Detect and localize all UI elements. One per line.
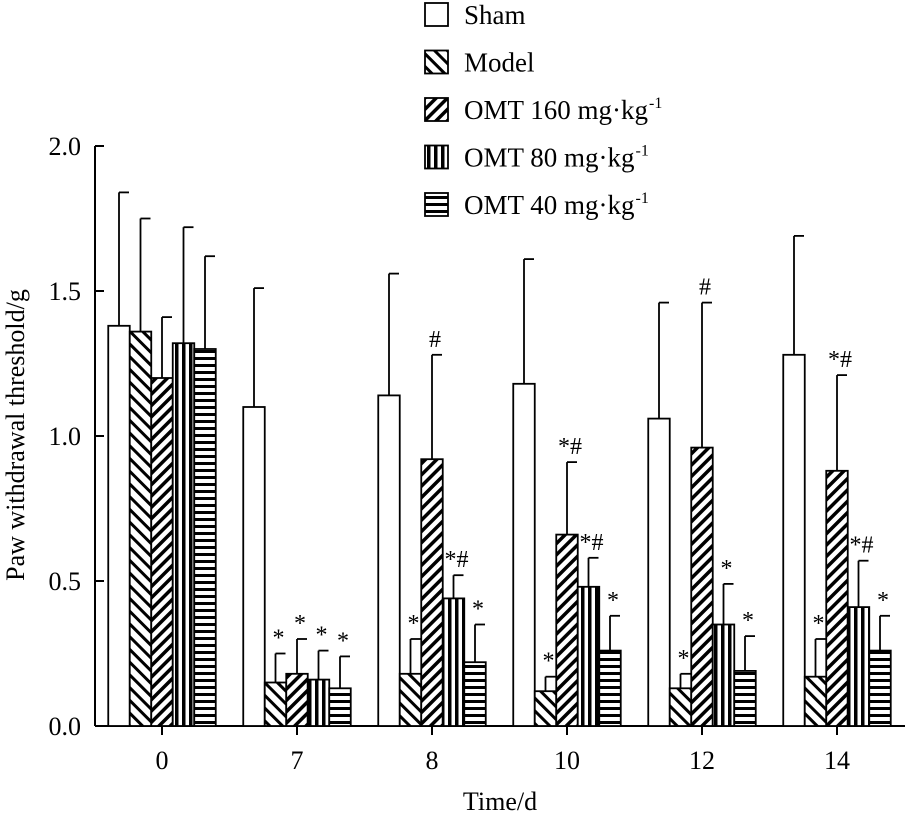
significance-label: * xyxy=(742,608,754,634)
bar xyxy=(263,681,288,727)
bar xyxy=(441,597,466,727)
bar xyxy=(306,678,331,727)
bar xyxy=(576,585,601,727)
bar xyxy=(690,446,714,727)
y-tick-label: 1.0 xyxy=(49,422,82,451)
significance-label: * xyxy=(877,588,889,614)
legend-swatch xyxy=(424,144,449,170)
bar xyxy=(128,330,153,727)
significance-label: * xyxy=(337,628,349,654)
bar xyxy=(782,353,806,727)
legend-label: OMT 160 mg·kg-1 xyxy=(464,95,662,125)
significance-label: * xyxy=(607,588,619,614)
y-tick-label: 1.5 xyxy=(49,277,82,306)
bar xyxy=(242,406,266,727)
y-tick-label: 0.5 xyxy=(49,567,82,596)
bar xyxy=(150,377,174,727)
legend-unit-superscript: -1 xyxy=(649,95,662,112)
significance-label: * xyxy=(472,597,484,623)
bar xyxy=(733,670,757,727)
significance-label: # xyxy=(429,327,441,353)
bar xyxy=(107,324,131,727)
legend-label: Sham xyxy=(464,0,526,30)
x-tick-label: 10 xyxy=(554,746,580,775)
bar xyxy=(171,342,196,727)
significance-label: *# xyxy=(850,533,874,559)
legend-label: OMT 80 mg·kg-1 xyxy=(464,143,649,173)
bar xyxy=(846,606,871,727)
significance-label: # xyxy=(699,275,711,301)
bar xyxy=(328,687,352,727)
y-tick-label: 2.0 xyxy=(49,132,82,161)
bar xyxy=(647,417,671,727)
bar xyxy=(803,675,828,727)
significance-label: * xyxy=(316,623,328,649)
bar xyxy=(285,672,309,727)
legend-swatch xyxy=(424,49,449,75)
legend-swatch xyxy=(424,2,449,27)
significance-label: *# xyxy=(828,347,852,373)
bar xyxy=(398,672,423,727)
significance-label: *# xyxy=(558,434,582,460)
significance-label: * xyxy=(273,626,285,652)
significance-label: *# xyxy=(445,547,469,573)
significance-label: * xyxy=(543,649,555,675)
bars: ** * **#*#***#*#**#** **#*#* xyxy=(107,191,892,727)
bar xyxy=(377,394,401,727)
legend-unit-superscript: -1 xyxy=(636,143,649,160)
y-tick-label: 0.0 xyxy=(49,712,82,741)
bar xyxy=(668,687,693,727)
legend-swatch xyxy=(424,192,449,217)
x-tick-label: 0 xyxy=(156,746,169,775)
x-tick-label: 8 xyxy=(426,746,439,775)
bar xyxy=(711,623,736,727)
bar xyxy=(825,469,849,727)
y-axis-label: Paw withdrawal threshold/g xyxy=(1,289,30,581)
legend-swatch xyxy=(424,97,449,122)
x-tick-label: 14 xyxy=(824,746,850,775)
x-axis-label: Time/d xyxy=(463,787,537,816)
axes: 0.0 0.5 1.0 1.5 2.0 0 7 8 10 12 14 xyxy=(49,132,905,775)
significance-label: * xyxy=(721,556,733,582)
significance-label: * xyxy=(408,611,420,637)
bar xyxy=(598,649,622,727)
bar xyxy=(868,649,892,727)
significance-label: *# xyxy=(580,530,604,556)
bar xyxy=(555,533,579,727)
bar xyxy=(420,458,444,727)
significance-label: * xyxy=(678,646,690,672)
x-tick-label: 12 xyxy=(689,746,715,775)
bar xyxy=(512,382,536,727)
x-tick-label: 7 xyxy=(291,746,304,775)
bar xyxy=(463,661,487,727)
bar xyxy=(533,690,558,727)
legend-unit-superscript: -1 xyxy=(636,190,649,207)
legend-label: OMT 40 mg·kg-1 xyxy=(464,190,649,220)
legend: Sham Model OMT 160 mg·kg-1 OMT 80 mg·kg-1 OM… xyxy=(424,0,662,220)
bar xyxy=(193,348,217,727)
significance-label: * xyxy=(294,611,306,637)
significance-label: * xyxy=(813,611,825,637)
legend-label: Model xyxy=(464,48,535,78)
